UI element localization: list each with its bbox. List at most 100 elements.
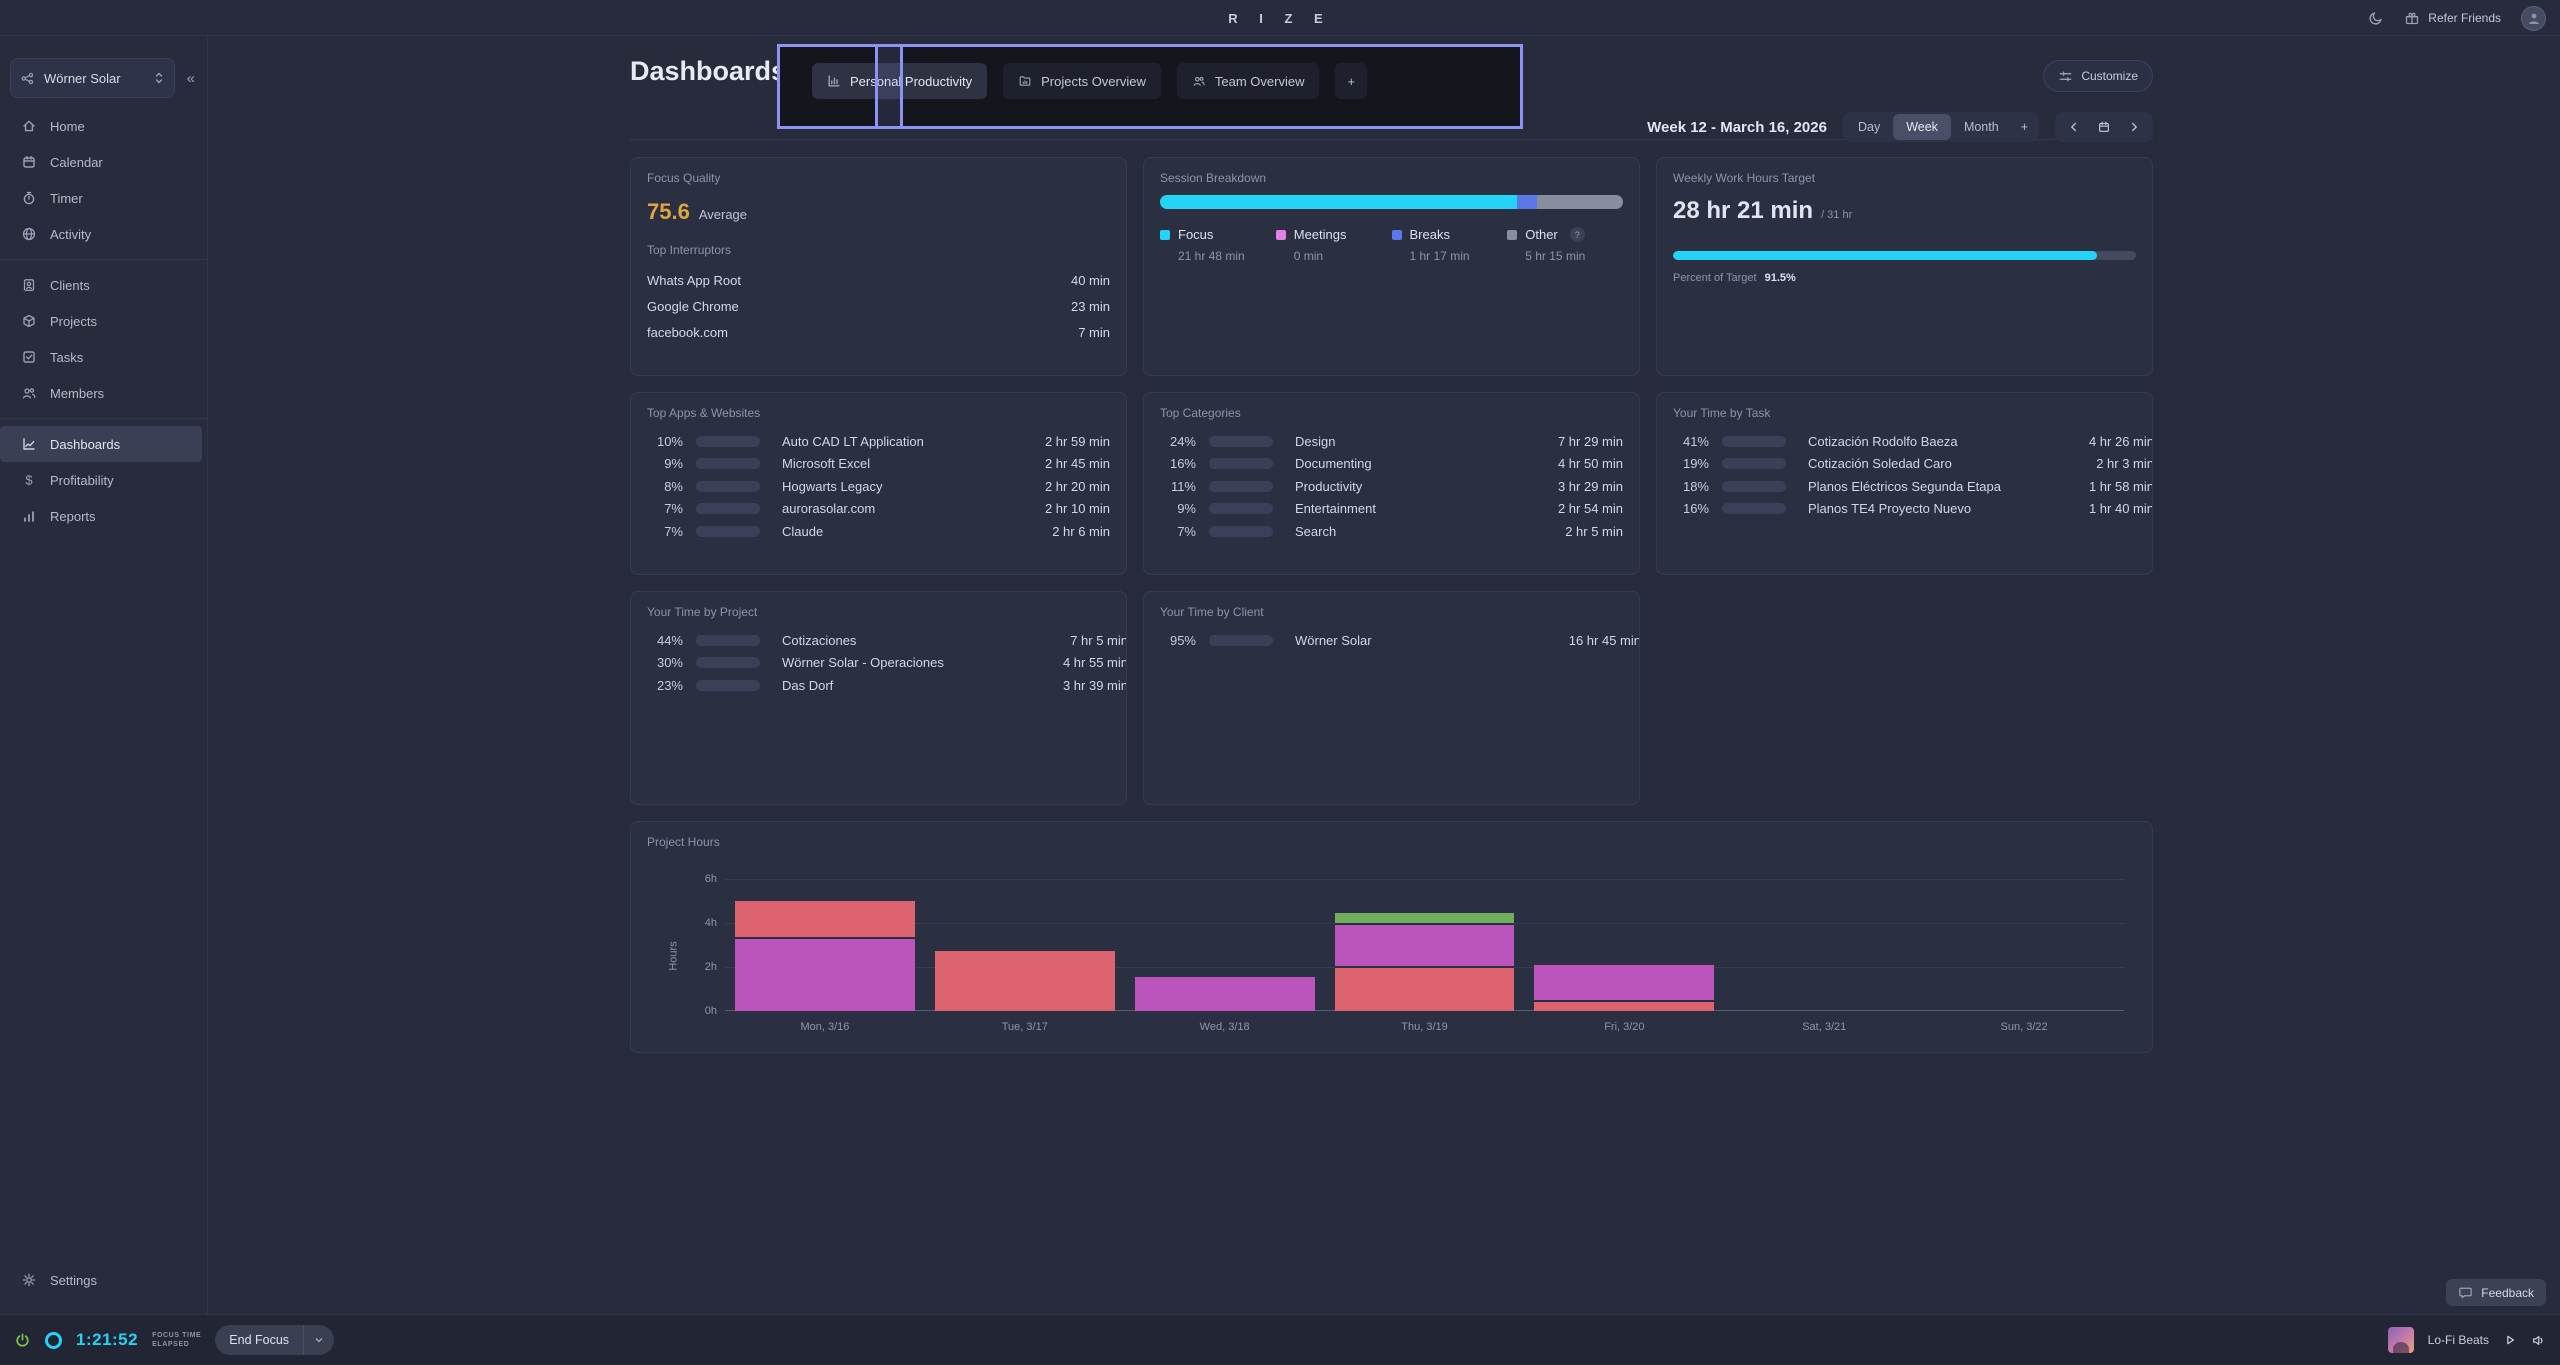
play-icon[interactable]: [2503, 1333, 2517, 1347]
chart-x-label: Tue, 3/17: [1001, 1021, 1048, 1033]
row-label: Cotizaciones: [782, 632, 857, 648]
chevron-down-icon[interactable]: [303, 1325, 334, 1355]
row-progress-track: [1209, 435, 1273, 447]
session-segment-breaks: [1516, 195, 1538, 209]
sidebar-item-profitability[interactable]: $ Profitability: [0, 462, 207, 498]
legend-swatch: [1160, 229, 1170, 240]
y-tick: 2h: [704, 960, 717, 973]
chevron-left-icon[interactable]: [2059, 120, 2089, 134]
row-label: Microsoft Excel: [782, 456, 871, 472]
row-percent: 8%: [664, 478, 683, 494]
chart-x-label: Sun, 3/22: [2000, 1021, 2048, 1033]
row-time: 2 hr 59 min: [1044, 433, 1110, 449]
session-stacked-bar: [1160, 195, 1623, 209]
row-progress-track: [1722, 503, 1786, 515]
sidebar-item-label: Tasks: [50, 349, 84, 365]
sidebar-item-dashboards[interactable]: Dashboards: [0, 426, 202, 462]
focus-timer-value: 1:21:52: [76, 1330, 139, 1349]
chart-bars: [725, 879, 2124, 1011]
sidebar-item-members[interactable]: Members: [0, 375, 207, 411]
chart-column: [1524, 879, 1724, 1011]
chevron-updown-icon: [153, 71, 165, 85]
end-focus-button[interactable]: End Focus: [215, 1325, 335, 1355]
power-icon[interactable]: [14, 1332, 31, 1349]
refer-friends-label: Refer Friends: [2428, 11, 2501, 25]
bar-chart-icon: [827, 74, 841, 88]
gear-icon: [21, 1272, 37, 1288]
session-legend: Focus 21 hr 48 min Meetings 0 min Breaks…: [1160, 227, 1623, 263]
sidebar-item-reports[interactable]: Reports: [0, 498, 207, 534]
chevron-right-icon[interactable]: [2119, 120, 2149, 134]
id-badge-icon: [21, 277, 37, 293]
chart-column: [1724, 879, 1924, 1011]
top-interruptors-title: Top Interruptors: [647, 243, 732, 257]
theme-moon-icon[interactable]: [2368, 10, 2384, 26]
volume-icon[interactable]: [2531, 1333, 2546, 1348]
focus-timer-caption: FOCUS TIME ELAPSED: [152, 1331, 201, 1349]
end-focus-label: End Focus: [229, 1333, 290, 1347]
sidebar-item-home[interactable]: Home: [0, 108, 207, 144]
row-time: 2 hr 20 min: [1044, 478, 1110, 494]
project-hours-card: Project Hours Hours 6h 4h 2h 0h Mon, 3/1…: [630, 821, 2153, 1053]
period-week-button[interactable]: Week: [1893, 114, 1951, 140]
sidebar-item-tasks[interactable]: Tasks: [0, 339, 207, 375]
row-label: Planos Eléctricos Segunda Etapa: [1808, 478, 2001, 494]
tab-projects-overview[interactable]: Projects Overview: [1003, 63, 1161, 99]
row-time: 4 hr 55 min: [1062, 655, 1127, 671]
main-content: Dashboards Customize Week 12 - March 16,…: [630, 36, 2153, 1053]
refer-friends-button[interactable]: Refer Friends: [2404, 10, 2501, 26]
sidebar-item-projects[interactable]: Projects: [0, 303, 207, 339]
line-chart-icon: [21, 436, 37, 452]
sidebar: Wörner Solar « Home Calendar Timer Activ…: [0, 36, 208, 1314]
session-breakdown-card: Session Breakdown Focus 21 hr 48 min Mee…: [1143, 157, 1640, 376]
chart-bar: [735, 879, 915, 1011]
legend-time: 5 hr 15 min: [1525, 249, 1586, 263]
row-progress-track: [1722, 458, 1786, 470]
row-progress-track: [696, 503, 760, 515]
row-progress-track: [696, 435, 760, 447]
tab-add[interactable]: +: [1335, 63, 1368, 99]
weekly-target-card: Weekly Work Hours Target 28 hr 21 min / …: [1656, 157, 2153, 376]
session-segment-focus: [1160, 195, 1517, 209]
row-time: 2 hr 5 min: [1565, 523, 1623, 539]
music-album-art: [2387, 1327, 2414, 1353]
customize-button[interactable]: Customize: [2043, 60, 2153, 92]
legend-item-other: Other? 5 hr 15 min: [1507, 227, 1623, 263]
period-day-button[interactable]: Day: [1857, 120, 1881, 134]
card-title: Your Time by Task: [1673, 406, 1771, 420]
sidebar-item-label: Reports: [50, 508, 96, 524]
sidebar-collapse-icon[interactable]: «: [186, 69, 195, 87]
workspace-selector[interactable]: Wörner Solar: [10, 58, 175, 98]
calendar-picker-icon[interactable]: [2089, 120, 2119, 134]
row-percent: 10%: [656, 433, 683, 449]
legend-label: Meetings: [1293, 227, 1347, 242]
svg-text:$: $: [25, 473, 33, 488]
stopwatch-icon: [21, 190, 37, 206]
sidebar-item-calendar[interactable]: Calendar: [0, 144, 207, 180]
legend-item-meetings: Meetings 0 min: [1275, 227, 1392, 263]
row-label: Planos TE4 Proyecto Nuevo: [1808, 501, 1972, 517]
sidebar-item-timer[interactable]: Timer: [0, 180, 207, 216]
row-percent: 16%: [1682, 501, 1709, 517]
focus-quality-card: Focus Quality 75.6 Average Top Interrupt…: [630, 157, 1127, 376]
period-add-button[interactable]: +: [2020, 120, 2028, 134]
help-icon[interactable]: ?: [1569, 227, 1585, 242]
sidebar-item-activity[interactable]: Activity: [0, 216, 207, 252]
people-icon: [21, 385, 37, 401]
list-item: 30% Wörner Solar - Operaciones 4 hr 55 min: [647, 652, 1127, 675]
card-title: Your Time by Client: [1160, 605, 1264, 619]
tab-personal-productivity[interactable]: Personal Productivity: [812, 63, 988, 99]
tab-team-overview[interactable]: Team Overview: [1176, 63, 1320, 99]
sidebar-item-settings[interactable]: Settings: [0, 1262, 207, 1298]
chart-bar: [1134, 879, 1315, 1011]
target-progress-fill: [1673, 251, 2097, 260]
feedback-button[interactable]: Feedback: [2446, 1279, 2546, 1306]
period-month-button[interactable]: Month: [1963, 120, 1999, 134]
sidebar-item-clients[interactable]: Clients: [0, 267, 207, 303]
target-total: / 31 hr: [1821, 209, 1853, 221]
date-nav: [2055, 112, 2153, 142]
chart-bar-segment: [1534, 1000, 1715, 1011]
row-progress-track: [1722, 480, 1786, 492]
list-item: 95% Wörner Solar 16 hr 45 min: [1160, 629, 1639, 652]
user-avatar[interactable]: [2521, 5, 2546, 31]
